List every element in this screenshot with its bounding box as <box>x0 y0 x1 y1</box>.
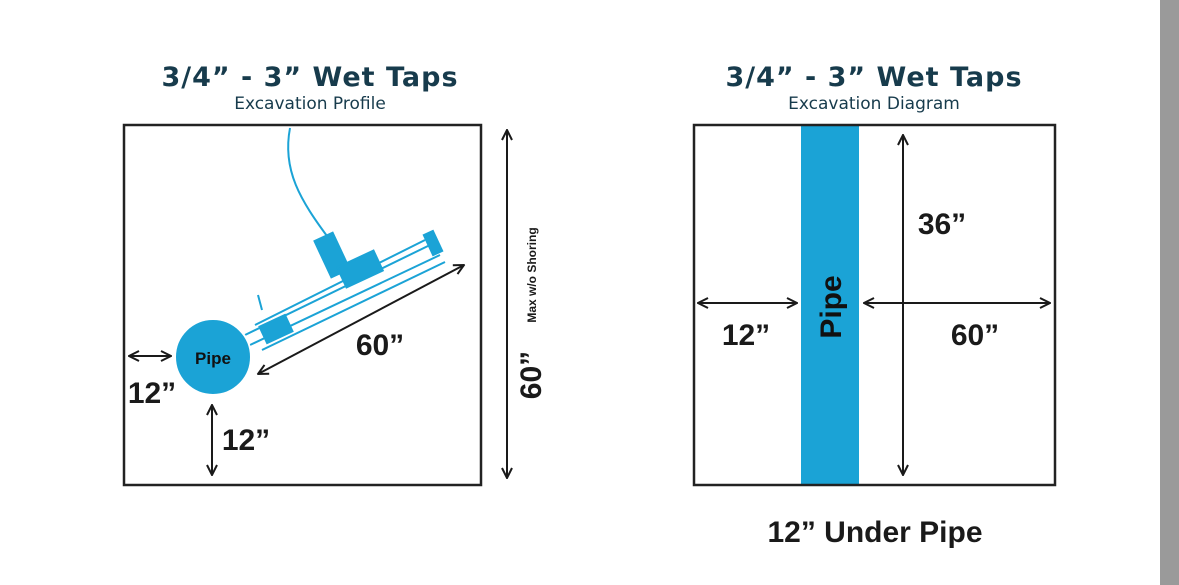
right-excavation <box>692 123 1057 487</box>
right-subtitle: Excavation Diagram <box>788 94 960 114</box>
pipe-label: Pipe <box>195 349 231 368</box>
left-title: 3/4” - 3” Wet Taps <box>161 62 458 93</box>
caption: 12” Under Pipe <box>767 516 982 549</box>
height: 36” <box>918 208 966 241</box>
left-excavation <box>122 123 483 487</box>
pipe-label: Pipe <box>815 275 848 338</box>
right-title: 3/4” - 3” Wet Taps <box>725 62 1022 93</box>
right-width: 60” <box>951 319 999 352</box>
left-subtitle: Excavation Profile <box>234 94 386 114</box>
pipe <box>174 318 252 396</box>
reach-arrow <box>258 265 464 374</box>
pipe-band <box>801 125 859 485</box>
left-width: 12” <box>722 319 770 352</box>
side-clearance: 12” <box>128 377 176 410</box>
reach: 60” <box>356 329 404 362</box>
side-bar <box>1160 0 1179 585</box>
bottom-clearance: 12” <box>222 424 270 457</box>
depth: 60” <box>515 351 548 399</box>
depth-note: Max w/o Shoring <box>525 227 539 322</box>
tapping-machine <box>244 127 446 351</box>
